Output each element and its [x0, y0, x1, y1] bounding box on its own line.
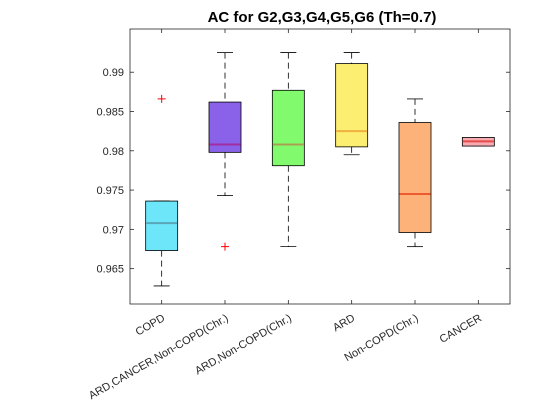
box-group	[271, 52, 305, 248]
box-iqr	[398, 122, 432, 233]
y-tick-label: 0.97	[103, 224, 124, 236]
y-tick-label: 0.99	[103, 67, 124, 79]
box-group	[461, 137, 495, 147]
box-group	[208, 52, 242, 251]
box-iqr	[335, 63, 369, 148]
plot-area	[129, 28, 511, 305]
box-group	[335, 52, 369, 156]
y-tick-label: 0.98	[103, 146, 124, 158]
box-group	[398, 98, 432, 248]
outlier-marker	[157, 94, 166, 103]
outlier-marker	[221, 242, 229, 251]
x-category-label: CANCER	[438, 312, 484, 346]
x-category-label: ARD	[331, 312, 357, 334]
box-iqr	[145, 200, 179, 251]
y-tick-label: 0.965	[96, 264, 124, 276]
y-tick-label: 0.975	[96, 185, 124, 197]
box-iqr	[271, 89, 305, 167]
axes-box	[129, 28, 511, 305]
boxes-group	[145, 52, 495, 287]
box-group	[145, 94, 179, 287]
y-tick-label: 0.985	[96, 107, 124, 119]
x-category-label: COPD	[134, 312, 168, 338]
chart-title: AC for G2,G3,G4,G5,G6 (Th=0.7)	[208, 9, 437, 26]
